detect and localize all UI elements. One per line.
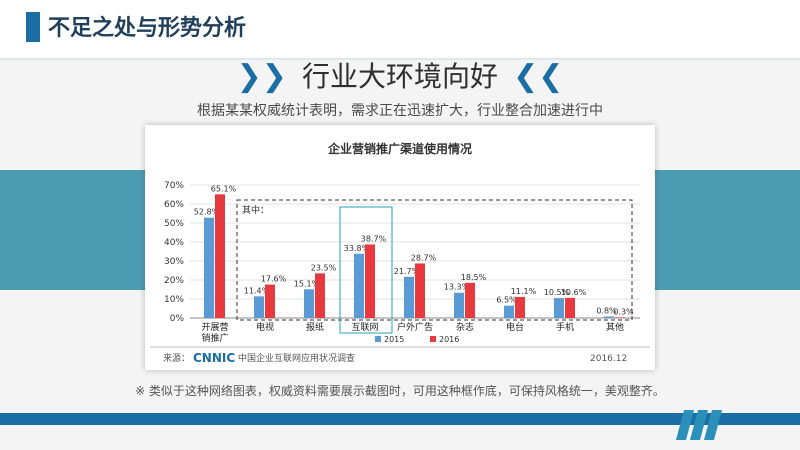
legend-swatch [430,336,436,342]
header-accent-bar [26,12,40,42]
data-label: 23.5% [311,263,337,272]
y-tick-label: 0% [170,314,185,324]
x-tick-label: 销推广 [201,332,228,344]
decorative-stripes [675,410,730,440]
bar-2015 [204,217,214,318]
y-tick-label: 70% [164,181,184,191]
highlight-box-internet [339,206,393,334]
bar-2016 [615,317,625,318]
data-label: 52.8% [194,208,220,217]
y-tick-label: 50% [164,219,184,229]
y-tick-label: 30% [164,257,184,267]
data-label: 21.7% [394,267,420,276]
source-text: 中国企业互联网应用状况调查 [238,352,355,364]
chart-title: 企业营销推广渠道使用情况 [327,141,472,156]
bar-2016 [215,194,225,318]
y-tick-label: 20% [164,276,184,286]
bar-2016 [415,263,425,318]
data-label: 15.1% [294,279,320,288]
x-tick-label: 手机 [556,321,574,333]
data-label: 11.1% [511,287,537,296]
x-tick-label: 电视 [256,321,274,333]
subtitle: 根据某某权威统计表明，需求正在迅速扩大，行业整合加速进行中 [197,103,603,119]
data-label: 10.5% [544,288,570,297]
bar-2016 [465,282,475,318]
bar-2015 [404,276,414,318]
chevron-right-icon: ❯❯ [236,59,287,94]
bar-2015 [504,305,514,318]
data-label: 11.4% [244,286,270,295]
bar-2015 [604,316,614,318]
chart-date: 2016.12 [590,354,627,364]
y-tick-label: 10% [164,295,184,305]
data-label: 65.1% [211,184,237,193]
x-tick-label: 户外广告 [397,321,433,333]
x-tick-label: 电台 [506,321,524,333]
section-heading-text: 行业大环境向好 [301,60,498,93]
x-tick-label: 杂志 [456,321,474,333]
data-label: 6.5% [496,296,517,305]
section-heading: ❯❯ 行业大环境向好 ❮❮ [0,60,800,94]
legend-label: 2015 [384,335,404,344]
y-tick-label: 40% [164,238,184,248]
legend-label: 2016 [439,335,459,344]
bar-2016 [565,297,575,318]
source-logo: CNNIC [193,351,235,365]
bar-2015 [304,289,314,318]
chart: 企业营销推广渠道使用情况 0% 10% 20% 30% 40% 50% 60% 70% 其中：… [150,141,650,365]
x-tick-label: 其他 [606,321,624,333]
data-label: 18.5% [461,273,487,282]
bar-2016 [365,244,375,318]
x-tick-label: 互联网 [351,322,378,333]
chevron-left-icon: ❮❮ [513,59,564,94]
legend-swatch [375,336,381,342]
footnote: ※ 类似于这种网络图表，权威资料需要展示截图时，可用这种框作底，可保持风格统一，… [135,384,665,398]
data-label: 10.6% [561,288,587,297]
data-label: 13.3% [444,283,470,292]
data-label: 33.8% [344,244,370,253]
bottom-bar [0,413,800,425]
bar-2016 [515,296,525,318]
chart-annotation: 其中： [242,204,269,216]
bar-2015 [254,296,264,318]
x-tick-label: 开展营 [201,321,228,333]
data-label: 28.7% [411,253,437,262]
bar-2016 [265,284,275,318]
header: 不足之处与形势分析 [0,0,800,58]
source-label: 来源： [163,353,190,364]
data-label: 17.6% [261,275,287,284]
header-divider [0,58,800,60]
x-tick-label: 报纸 [306,321,324,333]
highlight-box-dashed [236,199,633,321]
y-tick-label: 60% [164,200,184,210]
bar-2016 [315,273,325,318]
bar-2015 [354,253,364,318]
data-label: 38.7% [361,234,387,243]
bar-2015 [454,292,464,318]
bar-2015 [554,298,564,318]
data-label: 0.3% [613,307,634,316]
page-title: 不足之处与形势分析 [48,16,247,41]
data-label: 0.8% [596,306,617,315]
chart-card: 企业营销推广渠道使用情况 0% 10% 20% 30% 40% 50% 60% 70% 其中：… [145,125,655,370]
